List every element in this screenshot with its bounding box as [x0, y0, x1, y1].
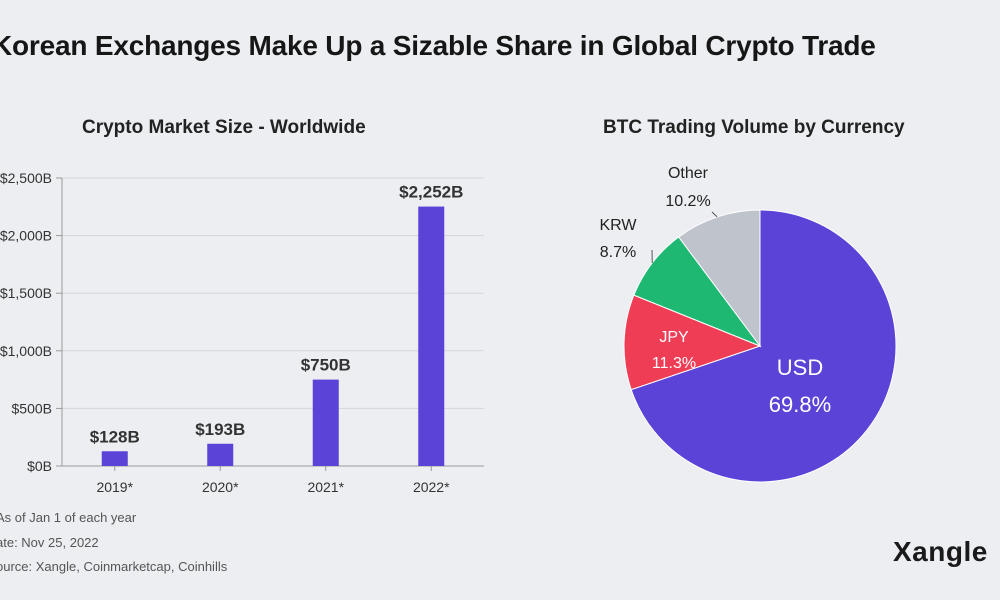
pie-chart-title: BTC Trading Volume by Currency [603, 117, 905, 138]
y-tick-label: $1,000B [0, 343, 52, 359]
bar [207, 443, 234, 466]
pie-label-other: Other [668, 165, 709, 182]
pie-value-usd: 69.8% [769, 392, 831, 417]
bar [418, 206, 445, 467]
footnote-as-of: As of Jan 1 of each year [0, 510, 137, 525]
bar [312, 379, 339, 466]
xangle-logo: Xangle [893, 536, 988, 567]
pie-value-jpy: 11.3% [652, 355, 696, 372]
bar-data-label: $193B [195, 420, 245, 439]
footnote-source: ource: Xangle, Coinmarketcap, Coinhills [0, 559, 228, 574]
bar-data-label: $750B [301, 356, 351, 375]
pie-slice-jpy [623, 294, 762, 391]
pie-label-jpy: JPY [659, 329, 689, 346]
x-tick-label: 2022* [413, 479, 450, 495]
pie-value-other: 10.2% [665, 193, 710, 210]
bar-data-label: $128B [90, 427, 140, 446]
pie-label-krw: KRW [599, 217, 637, 234]
bar [101, 451, 128, 466]
footnote-date: ate: Nov 25, 2022 [0, 535, 99, 550]
y-tick-label: $2,000B [0, 228, 52, 244]
y-tick-label: $2,500B [0, 170, 52, 186]
x-tick-label: 2020* [202, 479, 239, 495]
page-title: Korean Exchanges Make Up a Sizable Share… [0, 30, 876, 61]
x-tick-label: 2019* [96, 479, 133, 495]
bar-chart-title: Crypto Market Size - Worldwide [82, 117, 366, 138]
y-tick-label: $1,500B [0, 285, 52, 301]
pie-value-krw: 8.7% [600, 244, 636, 261]
pie-slice-usd [630, 209, 897, 483]
pie-slice-other [677, 209, 761, 348]
pie-label-usd: USD [777, 355, 823, 380]
y-tick-label: $500B [12, 400, 52, 416]
x-tick-label: 2021* [307, 479, 344, 495]
bar-data-label: $2,252B [399, 183, 463, 202]
y-tick-label: $0B [27, 458, 52, 474]
leader-line-other [711, 211, 718, 218]
